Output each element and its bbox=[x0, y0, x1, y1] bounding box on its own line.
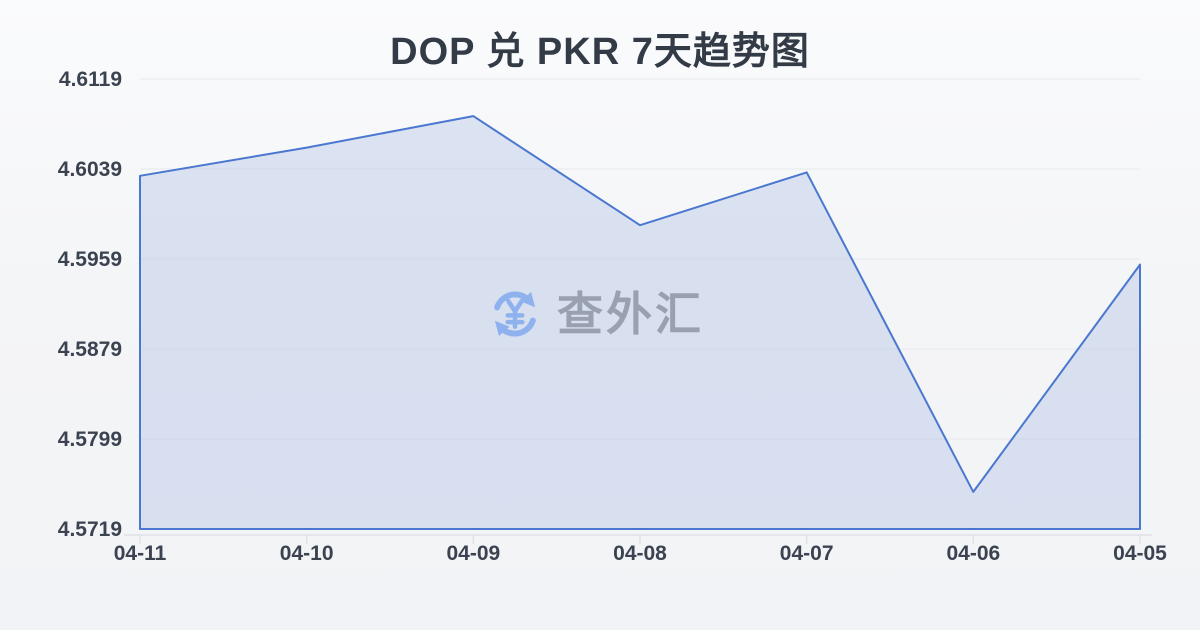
chart-title: DOP 兑 PKR 7天趋势图 bbox=[390, 31, 810, 73]
y-axis-label: 4.6039 bbox=[58, 158, 122, 181]
x-axis-label: 04-05 bbox=[1113, 542, 1167, 565]
y-axis-label: 4.5719 bbox=[58, 518, 122, 541]
y-axis-label: 4.5879 bbox=[58, 338, 122, 361]
x-axis-label: 04-09 bbox=[446, 542, 500, 565]
x-axis-label: 04-08 bbox=[613, 542, 667, 565]
y-axis-label: 4.5799 bbox=[58, 428, 122, 451]
x-axis-label: 04-07 bbox=[780, 542, 834, 565]
x-axis-label: 04-11 bbox=[114, 542, 167, 565]
series-area-fill bbox=[140, 116, 1140, 529]
y-axis-label: 4.5959 bbox=[58, 248, 122, 271]
series-line bbox=[139, 115, 1141, 530]
x-axis-label: 04-06 bbox=[946, 542, 1000, 565]
y-axis-label: 4.6119 bbox=[59, 68, 122, 91]
x-axis-label: 04-10 bbox=[280, 542, 334, 565]
